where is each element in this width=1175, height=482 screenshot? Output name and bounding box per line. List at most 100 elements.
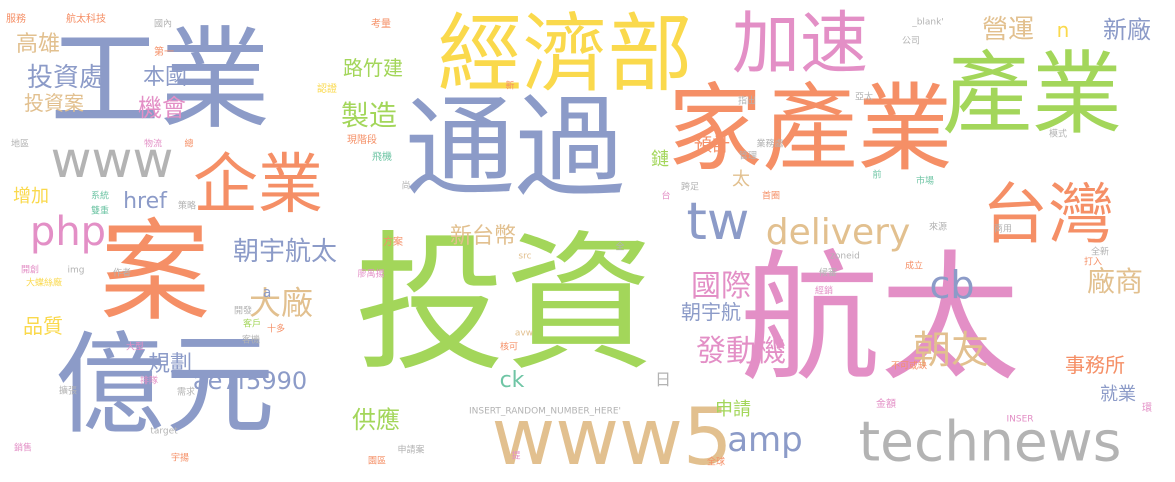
cloud-word: ae7f5990 xyxy=(192,367,308,395)
cloud-word: 認證 xyxy=(317,84,337,95)
cloud-word: 品質 xyxy=(23,314,63,338)
cloud-word: 提 xyxy=(511,451,521,462)
cloud-word: 策略 xyxy=(177,201,197,212)
cloud-word: 現階段 xyxy=(347,135,377,146)
cloud-word: 核可 xyxy=(499,342,519,353)
cloud-word: 亞太 xyxy=(854,92,874,103)
cloud-word: n xyxy=(1056,18,1070,42)
cloud-word: 廖禹揚 xyxy=(357,269,385,280)
cloud-word: 就業 xyxy=(1100,384,1136,405)
cloud-word: 來源 xyxy=(928,222,948,233)
cloud-word: 經濟部 xyxy=(437,5,693,105)
cloud-word: 供應 xyxy=(352,406,400,434)
cloud-word: 服務 xyxy=(6,14,26,25)
cloud-word: 新 xyxy=(505,81,515,92)
cloud-word: 開創 xyxy=(20,265,40,276)
cloud-word: 前 xyxy=(872,170,882,181)
cloud-word: 商用 xyxy=(993,224,1013,235)
cloud-word: 作者 xyxy=(112,268,132,279)
cloud-word: ck xyxy=(499,368,525,393)
cloud-word: 預計 xyxy=(694,135,730,156)
cloud-word: 考量 xyxy=(371,19,391,30)
cloud-word: 企業 xyxy=(192,147,324,223)
cloud-word: 製造 xyxy=(340,99,398,132)
cloud-word: 跨足 xyxy=(680,182,700,193)
cloud-word: 增加 xyxy=(13,186,49,207)
cloud-word: 日 xyxy=(654,370,672,389)
cloud-word: php xyxy=(29,209,107,255)
cloud-word: 管理 xyxy=(738,151,758,162)
cloud-word: 全 xyxy=(615,242,625,253)
cloud-word: 新台幣 xyxy=(449,224,517,249)
cloud-word: 園區 xyxy=(367,456,387,467)
cloud-word: 地區 xyxy=(10,139,30,150)
cloud-word: 國內 xyxy=(153,19,173,30)
cloud-word: INSERT_RANDOM_NUMBER_HERE' xyxy=(468,406,622,417)
cloud-word: 尚 xyxy=(401,181,411,192)
cloud-word: 方案 xyxy=(383,237,403,248)
cloud-word: 成立 xyxy=(904,261,924,272)
cloud-word: 加速 xyxy=(731,5,869,84)
cloud-word: 朝友 xyxy=(912,328,990,372)
cloud-word: 全新 xyxy=(1090,247,1110,258)
cloud-word: www5 xyxy=(491,393,733,482)
cloud-word: tw xyxy=(686,192,750,252)
cloud-word: 路竹建 xyxy=(343,56,403,80)
cloud-word: 開發 xyxy=(233,306,253,317)
cloud-word: 太 xyxy=(732,169,750,190)
cloud-word: 模式 xyxy=(1048,129,1068,140)
cloud-word: 鏈 xyxy=(651,149,669,170)
cloud-word: 全球 xyxy=(706,457,726,468)
cloud-word: 營運 xyxy=(981,15,1035,45)
cloud-word: 系統 xyxy=(90,191,110,202)
cloud-word: 億元 xyxy=(55,321,275,449)
cloud-word: 大廠 xyxy=(248,284,314,322)
cloud-word: 機會 xyxy=(138,94,186,122)
cloud-word: 投資案 xyxy=(24,91,84,115)
cloud-word: 產業 xyxy=(942,42,1122,147)
cloud-word: href xyxy=(123,189,167,214)
cloud-word: 事務所 xyxy=(1065,353,1125,377)
cloud-word: 宇揚 xyxy=(170,453,190,464)
cloud-word: 規劃 xyxy=(147,352,193,377)
cloud-word: INSER xyxy=(1006,414,1034,425)
cloud-word: www xyxy=(50,131,174,189)
cloud-word: 經銷 xyxy=(814,286,834,297)
cloud-word: 發動機 xyxy=(696,334,786,369)
cloud-word: img xyxy=(67,265,85,276)
cloud-word: 候審 xyxy=(818,268,838,279)
cloud-word: 客戶 xyxy=(242,319,262,330)
cloud-word: 需求 xyxy=(176,387,196,398)
cloud-word: 案 xyxy=(100,208,210,336)
cloud-word: 高雄 xyxy=(15,32,61,57)
cloud-word: 市場 xyxy=(915,176,935,187)
cloud-word: 不可或缺 xyxy=(890,361,928,372)
cloud-word: a xyxy=(262,285,272,301)
cloud-word: technews xyxy=(858,409,1122,474)
cloud-word: 擴張 xyxy=(58,386,78,397)
cloud-word: 投資 xyxy=(354,218,656,392)
cloud-word: 國際 xyxy=(691,269,751,304)
cloud-word: 航太科技 xyxy=(66,14,106,25)
cloud-word: 環 xyxy=(1142,403,1152,414)
cloud-word: 指出 xyxy=(737,96,757,107)
cloud-word: 大蝶絲廠 xyxy=(25,278,63,289)
cloud-word: 物流 xyxy=(143,139,163,150)
cloud-word: 第一 xyxy=(154,47,174,58)
cloud-word: 工業 xyxy=(50,16,270,144)
cloud-word: 金額 xyxy=(876,399,896,410)
cloud-word: 首圈 xyxy=(761,191,781,202)
cloud-word: 雙重 xyxy=(90,206,110,217)
cloud-word: 台 xyxy=(661,191,671,202)
cloud-word: amp xyxy=(727,420,803,460)
cloud-word: target xyxy=(150,426,178,437)
cloud-word: avw xyxy=(514,328,534,339)
cloud-word: 新廠 xyxy=(1103,16,1151,44)
cloud-word: 打入 xyxy=(1083,257,1103,268)
cloud-word: 本國 xyxy=(142,65,188,90)
cloud-word: 通過 xyxy=(405,84,625,212)
cloud-word: 朝宇航太 xyxy=(232,237,338,267)
cloud-word: 公司 xyxy=(901,36,921,47)
cloud-word: 航太 xyxy=(739,238,1021,401)
